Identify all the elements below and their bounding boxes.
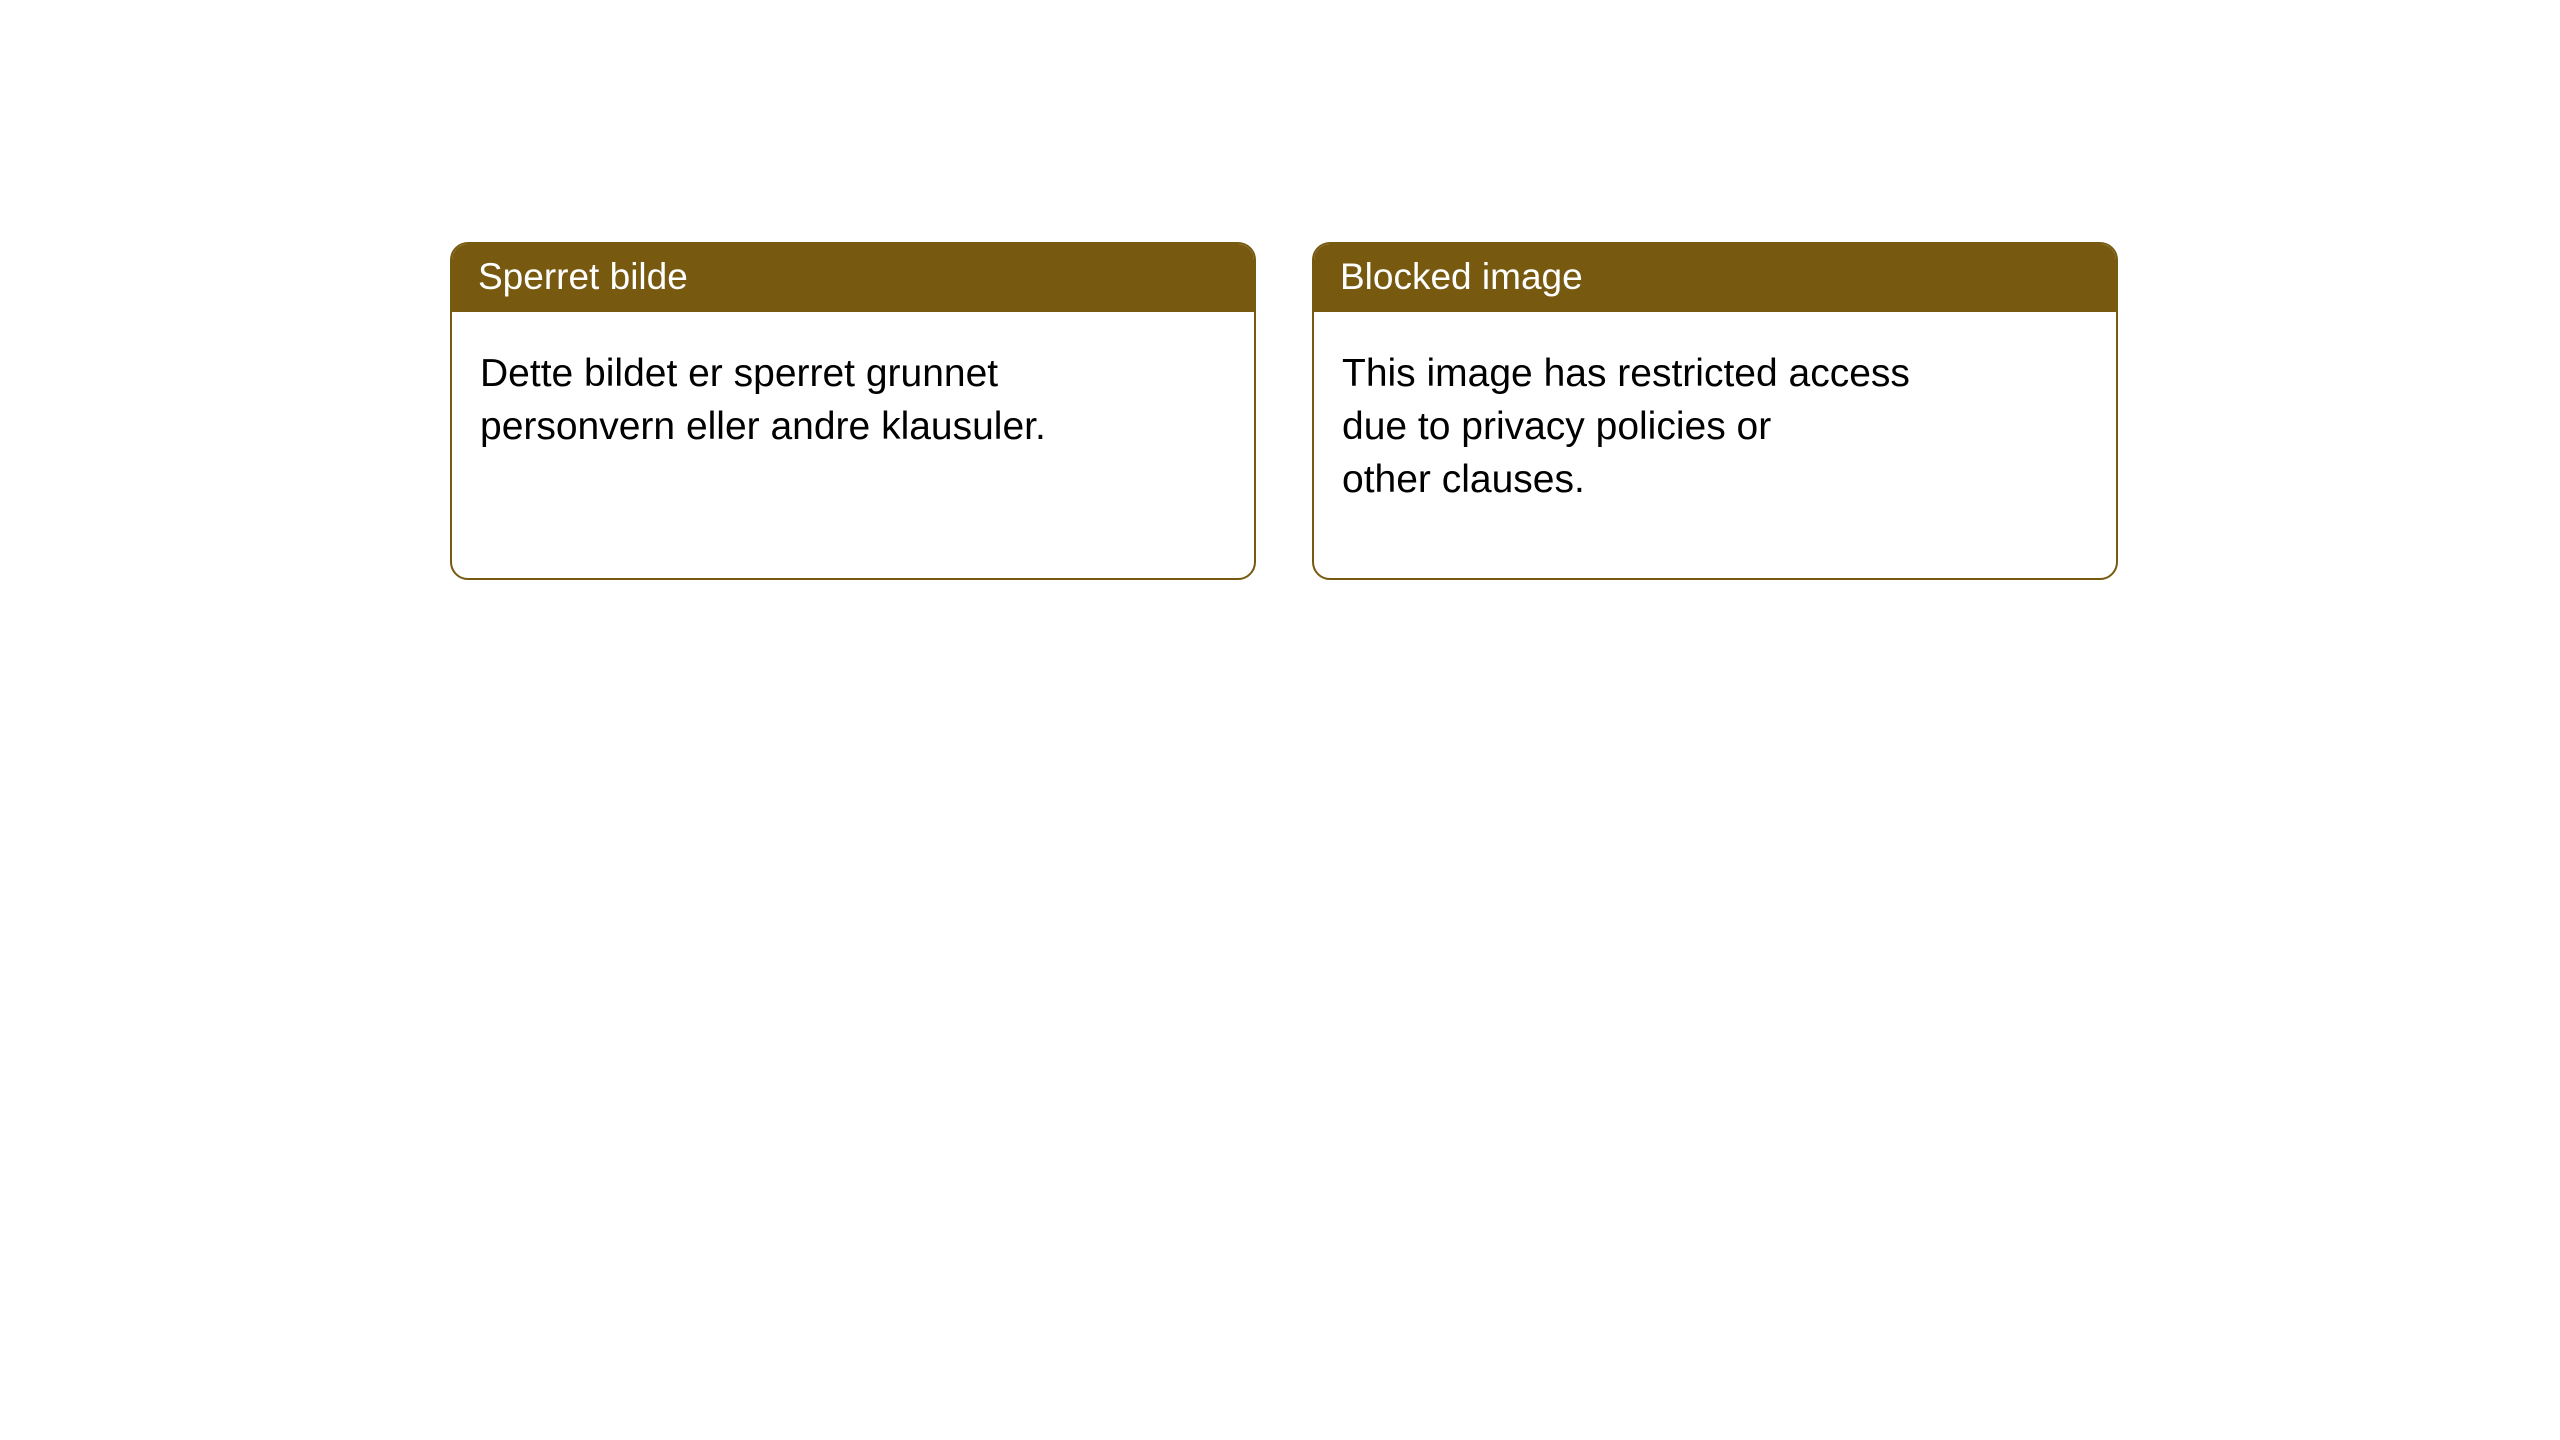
card-body-line: due to privacy policies or [1342, 401, 2088, 454]
card-body-en: This image has restricted access due to … [1314, 312, 2116, 542]
card-header-en: Blocked image [1314, 244, 2116, 312]
notice-container: Sperret bilde Dette bildet er sperret gr… [0, 0, 2560, 580]
card-body-line: personvern eller andre klausuler. [480, 401, 1226, 454]
card-body-line: other clauses. [1342, 454, 2088, 507]
card-header-label: Blocked image [1340, 256, 1583, 297]
blocked-image-card-en: Blocked image This image has restricted … [1312, 242, 2118, 580]
card-body-line: This image has restricted access [1342, 348, 2088, 401]
card-body-line: Dette bildet er sperret grunnet [480, 348, 1226, 401]
blocked-image-card-no: Sperret bilde Dette bildet er sperret gr… [450, 242, 1256, 580]
card-header-no: Sperret bilde [452, 244, 1254, 312]
card-body-no: Dette bildet er sperret grunnet personve… [452, 312, 1254, 489]
card-header-label: Sperret bilde [478, 256, 688, 297]
